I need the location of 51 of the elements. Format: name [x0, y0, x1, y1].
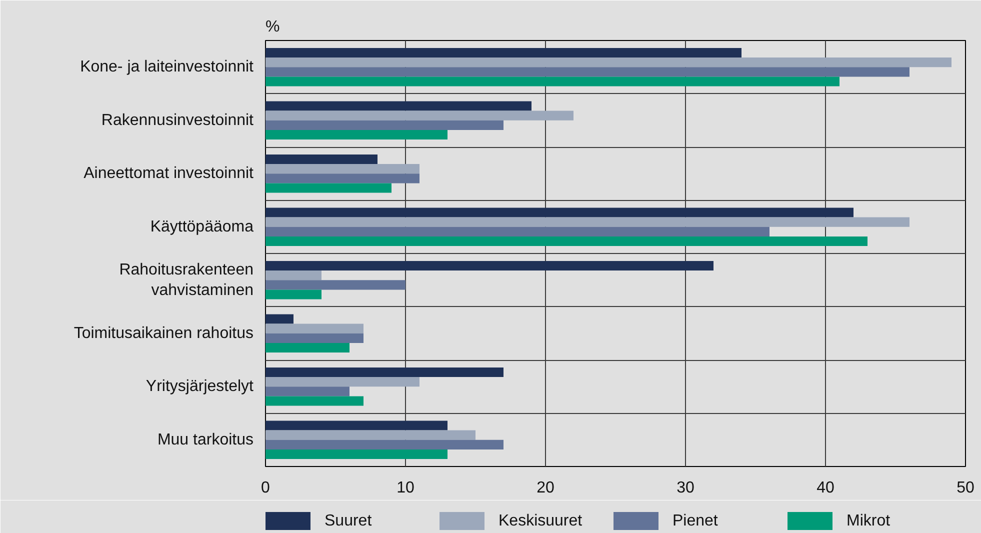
- bar: [266, 377, 420, 387]
- bar: [266, 236, 868, 246]
- x-tick-label: 0: [261, 480, 270, 496]
- y-tick-label: Rakennusinvestoinnit: [101, 112, 254, 129]
- bar: [266, 440, 504, 450]
- bar: [266, 174, 420, 184]
- bar: [266, 342, 350, 353]
- bar: [266, 367, 504, 378]
- bar: [266, 120, 504, 130]
- x-axis-title: %: [266, 18, 280, 36]
- legend-label: Suuret: [324, 512, 372, 530]
- legend-label: Mikrot: [846, 512, 891, 530]
- bar: [266, 208, 854, 218]
- y-tick-label: Aineettomat investoinnit: [84, 165, 254, 182]
- bar: [266, 333, 364, 343]
- bar: [266, 76, 840, 86]
- y-tick-label: Käyttöpääoma: [150, 218, 254, 236]
- bar: [266, 260, 714, 271]
- bar: [266, 101, 532, 111]
- y-tick-label: Yritysjärjestelyt: [146, 378, 254, 396]
- x-tick-label: 20: [536, 480, 554, 496]
- bar: [266, 58, 952, 68]
- y-tick-label: Toimitusaikainen rahoitus: [74, 324, 254, 342]
- y-tick-label: Kone- ja laiteinvestoinnit: [80, 58, 254, 76]
- bar: [266, 386, 350, 396]
- x-tick-label: 30: [676, 480, 694, 496]
- bar: [266, 324, 364, 334]
- bar: [266, 280, 406, 290]
- x-tick-label: 50: [956, 480, 974, 496]
- bar: [266, 226, 770, 236]
- bar: [266, 420, 448, 430]
- bar: [266, 217, 910, 227]
- bar: [266, 154, 378, 164]
- x-tick-label: 40: [816, 480, 834, 496]
- bar: [266, 130, 448, 140]
- bar: [266, 164, 420, 174]
- bar: [266, 183, 392, 193]
- legend-label: Keskisuuret: [498, 512, 583, 530]
- bar: [266, 110, 574, 120]
- legend-label: Pienet: [672, 512, 718, 530]
- y-tick-label: Rahoitusrakenteen vahvistaminen: [119, 261, 254, 299]
- x-tick-label: 10: [396, 480, 414, 496]
- bar: [266, 270, 322, 280]
- bar: [266, 290, 322, 300]
- y-tick-label: Muu tarkoitus: [157, 431, 254, 448]
- bar: [266, 314, 294, 324]
- bar: [266, 48, 742, 58]
- bar: [266, 67, 910, 77]
- bar: [266, 430, 476, 440]
- bar: [266, 449, 448, 460]
- bar: [266, 396, 364, 406]
